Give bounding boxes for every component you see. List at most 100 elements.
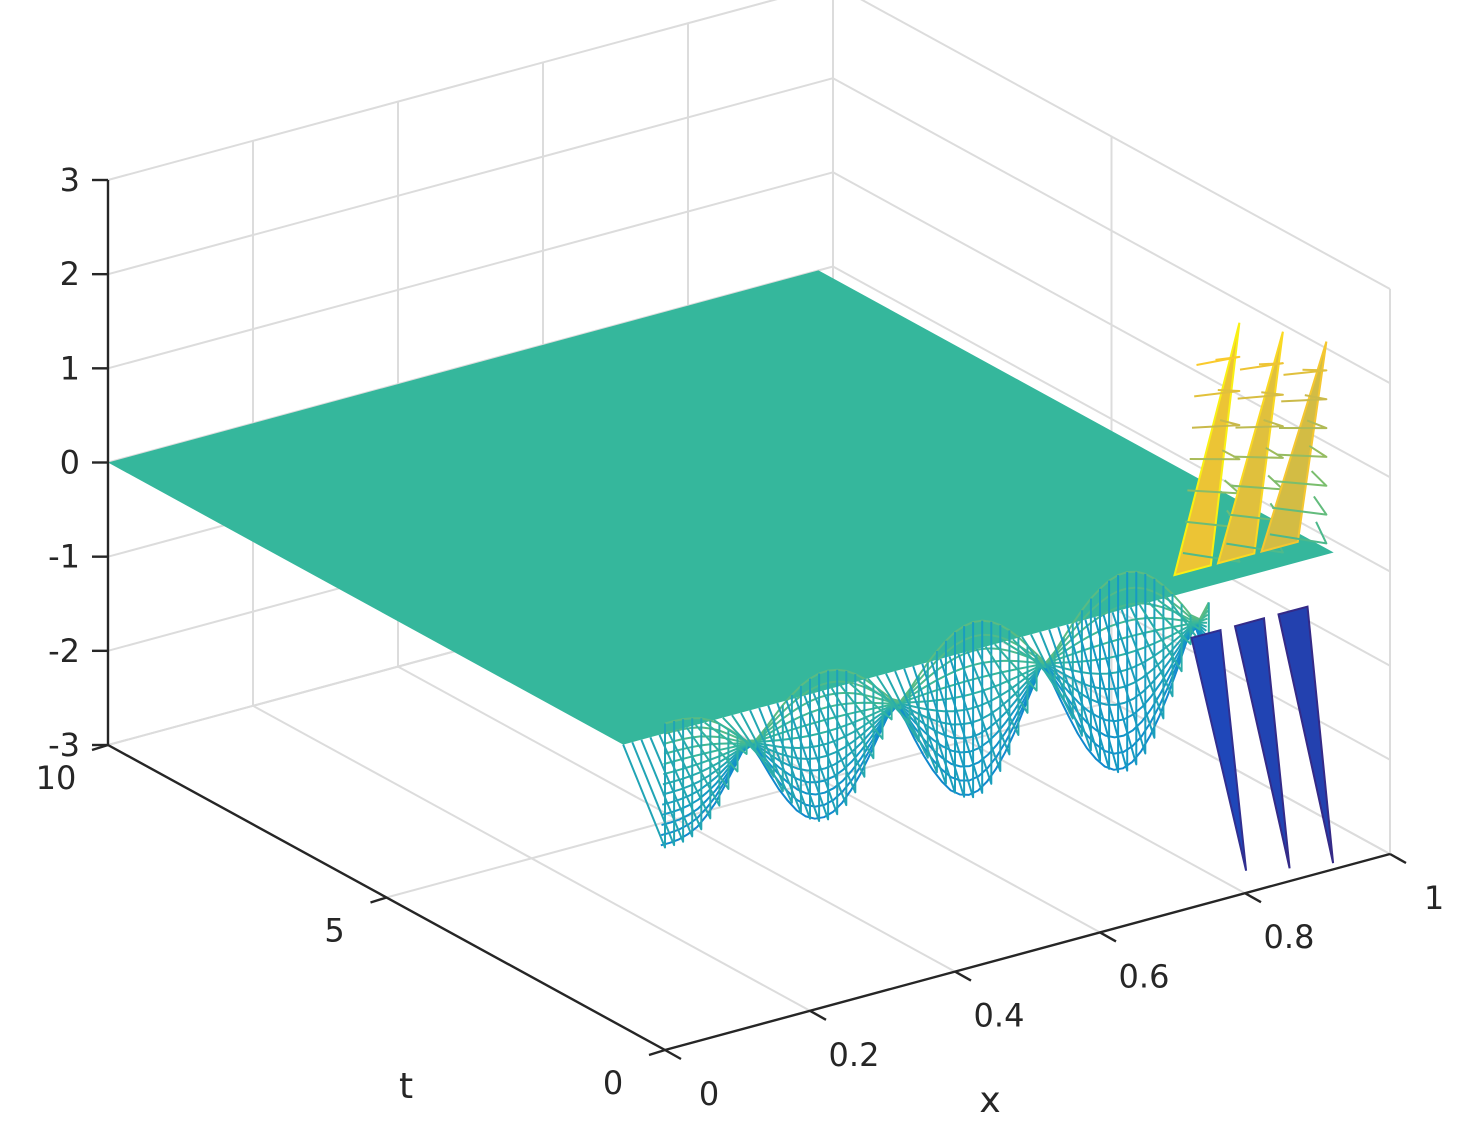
spike-trough — [1190, 628, 1248, 871]
wave-rib-line — [1039, 610, 1083, 737]
spike-peak — [1216, 331, 1284, 565]
spike-peak — [1260, 341, 1328, 554]
wave-rib-line — [713, 719, 757, 749]
wave-rib-line — [966, 630, 1011, 756]
wave-rib-line — [803, 670, 848, 807]
wave-rib-line — [749, 694, 793, 804]
wave-rib-line — [948, 621, 993, 785]
z-tick-label: -2 — [48, 632, 80, 670]
x-axis-label: x — [979, 1080, 1000, 1121]
z-tick-label: -1 — [48, 538, 80, 576]
wave-rib-line — [1102, 573, 1147, 755]
z-tick-label: 3 — [60, 161, 80, 199]
side-wall-grid-line — [832, 77, 1391, 385]
wave-rib-line — [1148, 601, 1192, 646]
wave-rib-line — [812, 674, 857, 794]
wave-rib-line — [785, 670, 830, 821]
z-tick-label: 2 — [60, 255, 80, 293]
wave-rib-line — [839, 685, 884, 740]
wave-rib-line — [758, 685, 802, 814]
wave-rib-line — [1129, 594, 1174, 698]
wave-rib-line — [885, 662, 929, 759]
t-tick-label: 10 — [36, 759, 77, 797]
wave-rib-line — [622, 723, 666, 849]
wave-rib-line — [1048, 598, 1092, 752]
wave-rib-line — [1066, 580, 1111, 770]
x-tick-label: 0 — [699, 1075, 719, 1113]
spike-contour-line — [1272, 495, 1328, 516]
wave-rib-line — [1120, 585, 1165, 720]
x-tick-mark — [1244, 892, 1262, 904]
wave-rib-line — [767, 678, 811, 820]
spike-contour-line — [1237, 391, 1284, 400]
side-wall-grid-line — [860, 0, 1391, 290]
spike-contour-line — [1278, 419, 1328, 430]
t-tick-mark — [648, 1048, 666, 1057]
back-wall-grid-line — [107, 77, 834, 276]
wave-rib-line — [704, 721, 748, 755]
wave-rib-line — [849, 682, 893, 721]
z-tick-label: -3 — [48, 726, 80, 764]
spike-contour-line — [1283, 368, 1328, 376]
wave-rib-line — [984, 645, 1029, 714]
wave-rib-line — [1057, 588, 1101, 762]
spike-contour-line — [1274, 470, 1328, 487]
x-axis-line — [664, 852, 1391, 1052]
wave-rib-line — [1138, 604, 1183, 673]
wave-rib-line — [667, 720, 712, 820]
spike-contour-line — [1239, 362, 1284, 371]
x-tick-mark — [1099, 931, 1117, 943]
spike-contour-line — [1194, 389, 1241, 398]
x-tick-label: 0.6 — [1119, 957, 1170, 995]
wave-rib-line — [794, 669, 839, 816]
x-tick-label: 0.8 — [1264, 918, 1315, 956]
wave-rib-line — [1093, 571, 1138, 766]
wave-rib-line — [740, 705, 784, 793]
wave-rib-line — [957, 625, 1002, 772]
spike-contour-line — [1269, 521, 1328, 545]
t-axis-label: t — [399, 1066, 413, 1107]
wave-rib-line — [1157, 599, 1201, 631]
spike-trough — [1233, 617, 1291, 869]
spike-contour-line — [1233, 446, 1284, 459]
wave-rib-line — [722, 717, 766, 763]
x-tick-mark — [954, 970, 972, 982]
spike-trough — [1277, 605, 1335, 864]
wave-rib-line — [939, 620, 984, 794]
t-tick-label: 0 — [603, 1064, 623, 1102]
wave-rib-line — [994, 643, 1038, 692]
spike-peak — [1173, 322, 1241, 577]
t-tick-label: 5 — [324, 912, 344, 950]
surface — [108, 270, 1335, 871]
wave-rib-line — [821, 678, 866, 778]
x-tick-label: 0.2 — [829, 1036, 880, 1074]
wave-rib-line — [830, 685, 875, 760]
x-tick-mark — [809, 1009, 827, 1021]
x-tick-label: 0.4 — [974, 997, 1025, 1035]
spike-contour-line — [1196, 355, 1241, 366]
wave-rib-line — [640, 719, 685, 843]
wave-rib-line — [776, 673, 821, 822]
t-tick-mark — [370, 896, 387, 904]
wave-rib-line — [930, 622, 975, 799]
wave-rib-line — [1075, 575, 1120, 774]
wave-rib-line — [631, 721, 676, 847]
axes — [91, 178, 1407, 1061]
back-wall-grid-line — [107, 171, 834, 370]
wave-rib-line — [1111, 578, 1156, 739]
wave-rib-line — [685, 726, 730, 790]
back-wall-grid-line — [107, 0, 778, 181]
spike-contour-line — [1276, 444, 1328, 458]
wave-rib-line — [1084, 572, 1129, 772]
wave-rib-line — [1030, 623, 1074, 720]
spike-contour-line — [1191, 419, 1241, 429]
side-wall-grid-line — [832, 171, 1391, 479]
spike-contour-line — [1235, 419, 1284, 429]
wave-rib-line — [912, 632, 956, 794]
wave-rib-line — [921, 626, 966, 798]
wave-rib-line — [731, 714, 775, 778]
floor-grid-line — [386, 700, 1112, 899]
